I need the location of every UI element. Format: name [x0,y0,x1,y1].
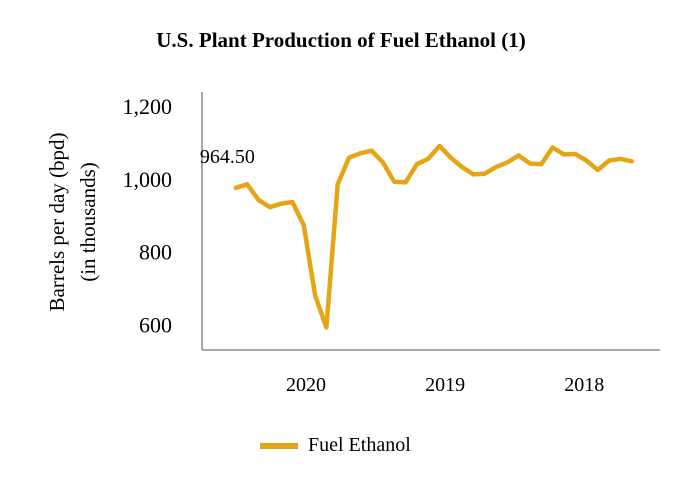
data-point [471,172,476,177]
data-point [392,179,397,184]
y-tick-label: 1,200 [123,94,173,119]
legend: Fuel Ethanol [260,434,411,457]
data-point [595,168,600,173]
data-point [482,171,487,176]
data-point [561,152,566,157]
y-tick-label: 1,000 [123,167,173,192]
data-point [335,182,340,187]
data-point [607,158,612,163]
data-point [324,325,329,330]
data-point [516,153,521,158]
data-label-annotation: 964.50 [200,146,255,168]
x-tick-labels: 2020 2019 2018 [286,374,604,396]
data-point [505,160,510,165]
legend-label-fuel-ethanol: Fuel Ethanol [308,434,411,456]
x-tick-label: 2019 [425,374,465,396]
data-point [437,144,442,148]
data-point [573,152,578,157]
data-point [358,151,363,156]
data-point [460,165,465,170]
data-point [369,148,374,153]
data-point [403,180,408,185]
data-point [347,155,352,160]
x-tick-label: 2020 [286,374,326,396]
x-tick-label: 2018 [564,374,604,396]
data-point [279,201,284,206]
data-point [233,185,238,190]
legend-swatch-fuel-ethanol [260,442,298,449]
data-point [380,160,385,165]
series-line-fuel-ethanol [233,143,634,330]
chart-title: U.S. Plant Production of Fuel Ethanol (1… [156,28,526,52]
data-point [267,205,272,210]
y-tick-label: 600 [139,313,172,338]
data-point [256,197,261,202]
data-point [414,162,419,167]
data-point [301,223,306,228]
y-axis-label-line1: Barrels per day (bpd) [45,132,69,311]
data-point [527,161,532,166]
data-point [550,145,555,150]
data-point [290,200,295,205]
data-point [539,162,544,167]
y-tick-labels: 600 800 1,000 1,200 [123,94,173,338]
data-point [245,182,250,187]
data-point [313,293,318,298]
y-axis-label-line2: (in thousands) [76,162,100,282]
data-point [448,155,453,160]
data-point [494,165,499,170]
data-points [233,144,634,330]
data-point [426,156,431,161]
data-point [618,156,623,161]
data-point [584,158,589,163]
y-tick-label: 800 [139,240,172,265]
data-point [629,159,634,164]
